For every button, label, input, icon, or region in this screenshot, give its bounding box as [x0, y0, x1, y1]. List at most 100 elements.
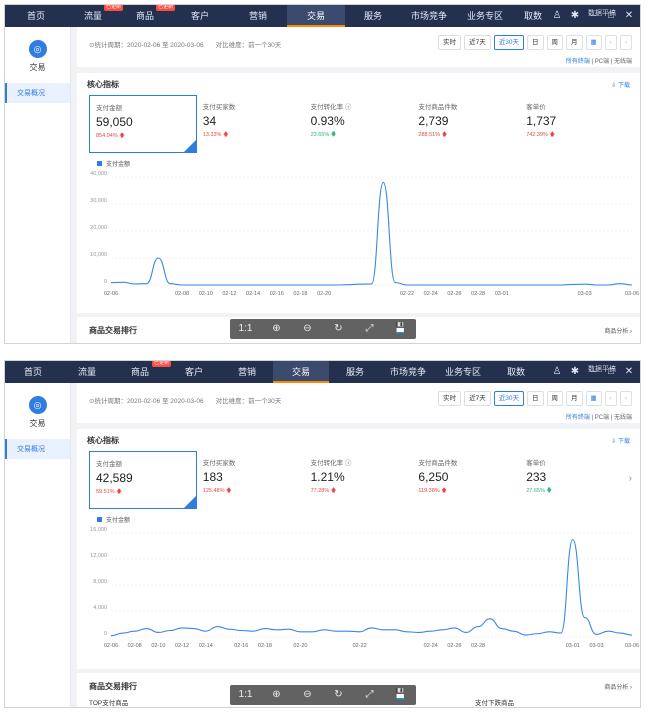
maximize-icon[interactable]: □ [607, 366, 615, 377]
y-tick-label: 4,000 [93, 605, 107, 611]
period-day-button[interactable]: 日 [527, 391, 544, 406]
nav-product[interactable]: 商品 已更新 [119, 5, 175, 27]
next-icon[interactable]: › [619, 391, 632, 406]
nav-customer[interactable]: 客户 [190, 11, 209, 21]
actual-size-button[interactable]: 1:1 [238, 323, 253, 334]
save-icon[interactable]: 💾 [394, 323, 407, 334]
zoom-in-icon[interactable]: ⊕ [272, 689, 281, 700]
nav-service[interactable]: 服务 [363, 11, 382, 21]
crop-icon[interactable]: ⤢ [365, 323, 374, 334]
shirt-icon[interactable]: ♙ [552, 10, 562, 21]
period-7d-button[interactable]: 近7天 [464, 391, 491, 406]
metric-pay-buyers[interactable]: 支付买家数 183 125.48% 🡅 [197, 451, 305, 509]
nav-business-zone[interactable]: 业务专区 [466, 11, 503, 21]
save-icon[interactable]: 💾 [394, 689, 407, 700]
period-30d-button[interactable]: 近30天 [493, 391, 524, 406]
sidebar-item-trade-overview[interactable]: 交易概况 [5, 83, 70, 103]
rotate-icon[interactable]: ↻ [334, 323, 343, 334]
pin-icon[interactable]: ✱ [570, 366, 580, 377]
x-tick-label: 02-20 [293, 643, 307, 649]
sidebar-item-trade-overview[interactable]: 交易概况 [5, 439, 70, 459]
nav-service[interactable]: 服务 [345, 367, 364, 377]
nav-business-zone[interactable]: 业务专区 [444, 367, 481, 377]
terminal-wireless-link[interactable]: 无线端 [613, 59, 632, 65]
zoom-in-icon[interactable]: ⊕ [272, 323, 281, 334]
x-tick-label: 02-14 [246, 291, 260, 297]
period-month-button[interactable]: 月 [566, 35, 583, 50]
download-button[interactable]: ⇩ 下载 [611, 438, 630, 445]
nav-marketing[interactable]: 营销 [248, 11, 267, 21]
arrow-up-icon: 🡅 [222, 132, 229, 138]
actual-size-button[interactable]: 1:1 [238, 689, 253, 700]
rotate-icon[interactable]: ↻ [334, 689, 343, 700]
chevron-right-icon[interactable]: › [628, 473, 632, 484]
metric-change-value: 119.38% [418, 488, 440, 494]
terminal-pc-link[interactable]: PC端 [594, 59, 610, 65]
nav-traffic[interactable]: 流量 已更新 [67, 5, 123, 27]
metric-pay-buyers[interactable]: 支付买家数 34 13.33% 🡅 [197, 95, 305, 153]
product-analysis-link[interactable]: 商品分析 › [604, 329, 632, 335]
nav-home[interactable]: 首页 [26, 11, 45, 21]
period-30d-button[interactable]: 近30天 [493, 35, 524, 50]
close-icon[interactable]: ✕ [624, 366, 634, 377]
prev-icon[interactable]: ‹ [604, 391, 617, 406]
period-day-button[interactable]: 日 [527, 35, 544, 50]
download-button[interactable]: ⇩ 下载 [611, 82, 630, 89]
nav-market-competition[interactable]: 市场竞争 [389, 367, 426, 377]
metric-conversion-rate[interactable]: 支付转化率 ⓘ 1.21% 77.28% 🡅 [305, 451, 413, 509]
period-month-button[interactable]: 月 [566, 391, 583, 406]
pin-icon[interactable]: ✱ [570, 10, 580, 21]
calendar-icon[interactable]: ▦ [585, 391, 602, 406]
metric-pay-items[interactable]: 支付商品件数 6,250 119.38% 🡅 [412, 451, 520, 509]
x-tick-label: 02-06 [104, 643, 118, 649]
metric-pay-items[interactable]: 支付商品件数 2,739 288.51% 🡅 [412, 95, 520, 153]
nav-data-fetch[interactable]: 取数 [523, 11, 542, 21]
nav-marketing[interactable]: 营销 [237, 367, 256, 377]
x-tick-label: 02-18 [293, 291, 307, 297]
period-7d-button[interactable]: 近7天 [464, 35, 491, 50]
terminal-wireless-link[interactable]: 无线端 [613, 415, 632, 421]
nav-product[interactable]: 商品 已更新 [113, 361, 171, 383]
nav-traffic-label: 流量 [83, 11, 102, 21]
zoom-out-icon[interactable]: ⊖ [303, 323, 312, 334]
nav-data-fetch[interactable]: 取数 [506, 367, 525, 377]
shirt-icon[interactable]: ♙ [552, 366, 562, 377]
selected-check-icon [183, 140, 196, 152]
metric-unit-price[interactable]: 客单价 1,737 742.39% 🡅 [520, 95, 628, 153]
x-tick-label: 02-08 [175, 291, 189, 297]
crop-icon[interactable]: ⤢ [365, 689, 374, 700]
nav-trade[interactable]: 交易 [287, 5, 345, 27]
nav-customer[interactable]: 客户 [184, 367, 203, 377]
calendar-icon[interactable]: ▦ [585, 35, 602, 50]
metric-change-value: 23.65% [310, 132, 330, 138]
period-week-button[interactable]: 周 [546, 35, 563, 50]
metric-pay-amount[interactable]: 支付金额 59,050 854.94% 🡅 [89, 95, 197, 153]
metric-label: 客单价 [526, 104, 546, 111]
metric-conversion-rate[interactable]: 支付转化率 ⓘ 0.93% 23.65% 🡇 [305, 95, 413, 153]
period-realtime-button[interactable]: 实时 [438, 35, 462, 50]
image-viewer-toolbar: 1:1 ⊕ ⊖ ↻ ⤢ 💾 [230, 319, 416, 339]
metric-unit-price[interactable]: 客单价 233 27.65% 🡇 [520, 451, 628, 509]
zoom-out-icon[interactable]: ⊖ [303, 689, 312, 700]
nav-traffic[interactable]: 流量 [77, 367, 96, 377]
minimize-icon[interactable]: – [590, 366, 596, 377]
close-icon[interactable]: ✕ [624, 10, 634, 21]
metric-row: 支付金额 59,050 854.94% 🡅 支付买家数 34 13.33% 🡅 … [77, 95, 640, 153]
nav-home[interactable]: 首页 [23, 367, 42, 377]
main-content: ⊙统计周期：2020-02-06 至 2020-03-06 对比维度：前一个30天… [77, 27, 640, 343]
terminal-all-link[interactable]: 所有终端 [565, 415, 590, 421]
prev-icon[interactable]: ‹ [604, 35, 617, 50]
next-icon[interactable]: › [619, 35, 632, 50]
maximize-icon[interactable]: □ [607, 10, 615, 21]
terminal-pc-link[interactable]: PC端 [594, 415, 610, 421]
nav-trade[interactable]: 交易 [273, 361, 329, 383]
nav-market-competition[interactable]: 市场竞争 [410, 11, 447, 21]
terminal-all-link[interactable]: 所有终端 [565, 59, 590, 65]
stat-period: ⊙统计周期：2020-02-06 至 2020-03-06 对比维度：前一个30天 [89, 395, 281, 405]
period-week-button[interactable]: 周 [546, 391, 563, 406]
metric-pay-amount[interactable]: 支付金额 42,589 59.51% 🡅 [89, 451, 197, 509]
minimize-icon[interactable]: – [590, 10, 596, 21]
period-realtime-button[interactable]: 实时 [438, 391, 462, 406]
product-analysis-link[interactable]: 商品分析 › [604, 685, 632, 691]
y-tick-label: 0 [104, 631, 107, 637]
